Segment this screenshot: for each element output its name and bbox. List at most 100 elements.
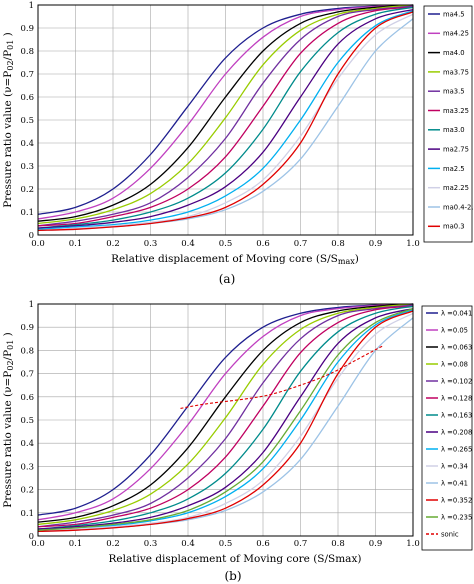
x-tick-label: 0.1 bbox=[69, 539, 83, 549]
legend-label: ma4.25 bbox=[443, 30, 469, 38]
legend-label: ma2.25 bbox=[443, 184, 469, 192]
legend-label: λ =0.05 bbox=[441, 326, 468, 334]
legend-label: ma2.75 bbox=[443, 146, 469, 154]
x-tick-label: 0.9 bbox=[369, 239, 383, 249]
y-tick-label: 0.4 bbox=[20, 139, 34, 149]
series-line-0-128 bbox=[37, 305, 414, 528]
y-tick-label: 0.9 bbox=[20, 24, 34, 34]
series-line-ma3-75 bbox=[37, 4, 414, 225]
panel-label-a: (a) bbox=[219, 272, 236, 286]
legend-label: λ =0.041 bbox=[441, 309, 472, 317]
series-line-ma3-25 bbox=[37, 6, 414, 227]
y-ticks-b: 0 0.1 0.2 0.3 0.4 0.5 0.6 0.7 0.8 0.9 1 bbox=[20, 300, 34, 542]
y-tick-label: 0.5 bbox=[20, 116, 34, 126]
y-tick-label: 1 bbox=[29, 300, 34, 310]
x-axis-label-b: Relative displacement of Moving core (S/… bbox=[109, 553, 362, 565]
x-ticks-b: 0.0 0.1 0.2 0.3 0.4 0.5 0.6 0.7 0.8 0.9 1.0 bbox=[31, 539, 420, 549]
x-tick-label: 0.8 bbox=[331, 539, 345, 549]
y-tick-label: 0.2 bbox=[20, 486, 34, 496]
y-tick-label: 0 bbox=[29, 231, 34, 241]
series-line-ma2-75 bbox=[37, 8, 414, 229]
y-axis-label-b: Pressure ratio value (ν=P02/P01 ) bbox=[2, 332, 15, 508]
y-tick-label: 0.3 bbox=[20, 162, 34, 172]
y-tick-label: 0.1 bbox=[20, 509, 34, 519]
series-line-ma4-5 bbox=[37, 4, 414, 215]
y-tick-label: 0.4 bbox=[20, 439, 34, 449]
y-tick-label: 0.8 bbox=[20, 47, 34, 57]
legend-label: λ =0.163 bbox=[441, 411, 472, 419]
chart-b: 0.0 0.1 0.2 0.3 0.4 0.5 0.6 0.7 0.8 0.9 1.0 0 0.1 0.… bbox=[2, 300, 473, 583]
x-tick-label: 0.2 bbox=[106, 239, 120, 249]
series-line-ma3-0 bbox=[37, 6, 414, 229]
legend-label: λ =0.41 bbox=[441, 479, 468, 487]
x-tick-label: 0.6 bbox=[256, 239, 270, 249]
x-tick-label: 0.1 bbox=[69, 239, 83, 249]
x-tick-label: 1.0 bbox=[406, 239, 420, 249]
legend-label: λ =0.34 bbox=[441, 462, 468, 470]
x-tick-label: 0.6 bbox=[256, 539, 270, 549]
y-ticks-a: 0 0.1 0.2 0.3 0.4 0.5 0.6 0.7 0.8 0.9 1 bbox=[20, 1, 34, 241]
y-tick-label: 0.7 bbox=[20, 70, 34, 80]
x-tick-label: 0.4 bbox=[181, 539, 195, 549]
x-tick-label: 0.0 bbox=[31, 239, 45, 249]
legend-label: ma2.5 bbox=[443, 165, 465, 173]
series-line-0-34 bbox=[37, 312, 414, 533]
legend-label: λ =0.208 bbox=[441, 428, 472, 436]
series-line-ma0-3 bbox=[37, 11, 414, 232]
y-tick-label: 0.6 bbox=[20, 93, 34, 103]
x-tick-label: 0.4 bbox=[181, 239, 195, 249]
x-axis-label-a: Relative displacement of Moving core (S/… bbox=[111, 253, 359, 266]
x-tick-label: 0.3 bbox=[144, 239, 158, 249]
x-tick-label: 0.3 bbox=[144, 539, 158, 549]
y-tick-label: 0.7 bbox=[20, 370, 34, 380]
x-tick-label: 0.0 bbox=[31, 539, 45, 549]
legend-label: ma4.5 bbox=[443, 10, 465, 18]
panel-label-b: (b) bbox=[224, 569, 241, 583]
y-tick-label: 0.8 bbox=[20, 346, 34, 356]
plot-frame-a bbox=[37, 4, 414, 236]
series-line-ma4-25 bbox=[37, 4, 414, 220]
legend-a: ma4.5 ma4.25 ma4.0 ma3.75 ma3.5 ma3.25 ma3.0 ma… bbox=[428, 10, 474, 231]
x-ticks-a: 0.0 0.1 0.2 0.3 0.4 0.5 0.6 0.7 0.8 0.9 1.0 bbox=[31, 239, 420, 249]
x-tick-label: 0.9 bbox=[369, 539, 383, 549]
series-line-0-08 bbox=[37, 303, 414, 526]
x-tick-label: 0.7 bbox=[294, 539, 308, 549]
plot-frame-b bbox=[37, 303, 414, 537]
x-tick-label: 1.0 bbox=[406, 539, 420, 549]
legend-label: λ =0.102 bbox=[441, 377, 472, 385]
legend-label: λ =0.063 bbox=[441, 343, 472, 351]
x-tick-label: 0.7 bbox=[294, 239, 308, 249]
legend-box-a bbox=[423, 5, 473, 243]
series-line-0-05 bbox=[37, 303, 414, 521]
y-axis-label-a: Pressure ratio value (ν=P02/P01 ) bbox=[2, 32, 15, 208]
y-tick-label: 0.3 bbox=[20, 462, 34, 472]
legend-label: λ =0.352 bbox=[441, 496, 472, 504]
series-line-ma3-5 bbox=[37, 5, 414, 227]
legend-label: sonic bbox=[441, 530, 459, 538]
series-line-0-265 bbox=[37, 309, 414, 531]
legend-label: λ =0.235 bbox=[441, 513, 472, 521]
legend-label: ma4.0 bbox=[443, 49, 465, 57]
y-tick-label: 0.9 bbox=[20, 323, 34, 333]
y-tick-label: 0.5 bbox=[20, 416, 34, 426]
legend-label: ma3.25 bbox=[443, 107, 469, 115]
series-line-sonic bbox=[180, 345, 384, 409]
x-tick-label: 0.2 bbox=[106, 539, 120, 549]
series-line-ma2-5 bbox=[37, 10, 414, 230]
series-line-0-063 bbox=[37, 303, 414, 523]
y-tick-label: 0.1 bbox=[20, 208, 34, 218]
series-line-0-208 bbox=[37, 307, 414, 530]
y-tick-label: 0.6 bbox=[20, 393, 34, 403]
legend-b: λ =0.041 λ =0.05 λ =0.063 λ =0.08 λ =0.102 λ … bbox=[426, 309, 472, 538]
series-line-0-352 bbox=[37, 310, 414, 533]
series-group-b bbox=[37, 303, 414, 533]
y-tick-label: 0 bbox=[29, 532, 34, 542]
series-line-0-235 bbox=[37, 307, 414, 531]
series-line-ma2-25 bbox=[37, 13, 414, 232]
legend-label: ma3.5 bbox=[443, 88, 465, 96]
y-tick-label: 0.2 bbox=[20, 185, 34, 195]
series-line-ma4-0 bbox=[37, 4, 414, 222]
series-line-0-102 bbox=[37, 304, 414, 528]
series-group-a bbox=[37, 4, 414, 232]
